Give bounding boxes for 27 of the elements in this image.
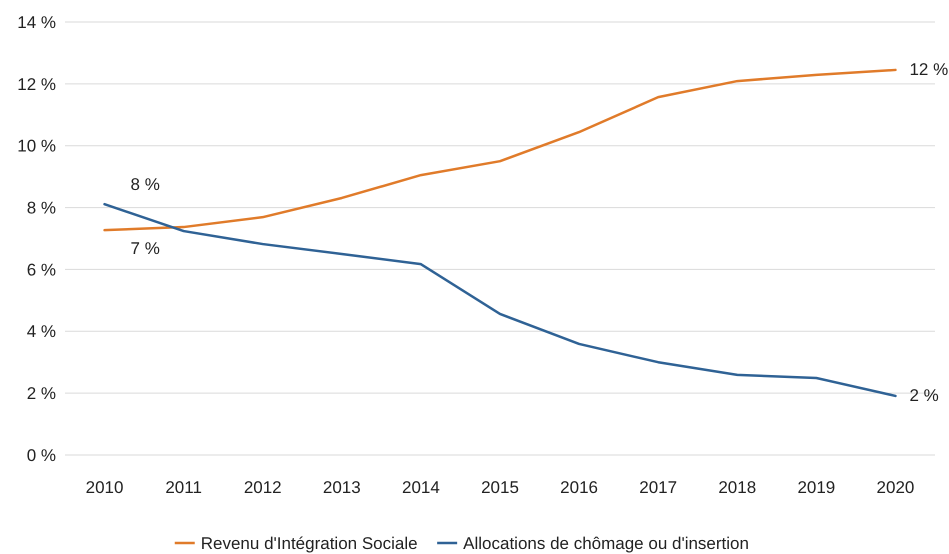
- legend-label: Revenu d'Intégration Sociale: [200, 534, 418, 553]
- y-tick-label: 8 %: [26, 198, 56, 218]
- y-tick-label: 2 %: [26, 384, 56, 404]
- y-tick-label: 14 %: [17, 12, 56, 32]
- x-tick-label: 2016: [560, 478, 598, 497]
- annotation: 7 %: [130, 239, 160, 258]
- annotation: 12 %: [909, 60, 948, 79]
- line-series: [103, 202, 897, 398]
- y-tick-label: 0 %: [26, 446, 56, 465]
- annotation: 8 %: [130, 175, 160, 194]
- annotation: 2 %: [909, 386, 939, 405]
- x-tick-label: 2019: [797, 478, 836, 497]
- y-tick-label: 10 %: [17, 136, 56, 156]
- x-tick-label: 2014: [402, 478, 440, 497]
- line-series: [103, 68, 897, 232]
- y-tick-label: 6 %: [26, 260, 56, 280]
- y-tick-label: 12 %: [17, 74, 56, 94]
- x-tick-label: 2012: [244, 478, 282, 497]
- x-tick-label: 2018: [718, 478, 756, 497]
- x-tick-label: 2010: [86, 478, 124, 497]
- x-tick-label: 2013: [322, 478, 361, 497]
- y-tick-label: 4 %: [26, 322, 56, 342]
- x-tick-label: 2017: [639, 478, 678, 497]
- x-tick-label: 2015: [481, 478, 519, 497]
- x-tick-label: 2020: [876, 478, 914, 497]
- legend-label: Allocations de chômage ou d'insertion: [463, 534, 749, 553]
- x-tick-label: 2011: [165, 478, 202, 497]
